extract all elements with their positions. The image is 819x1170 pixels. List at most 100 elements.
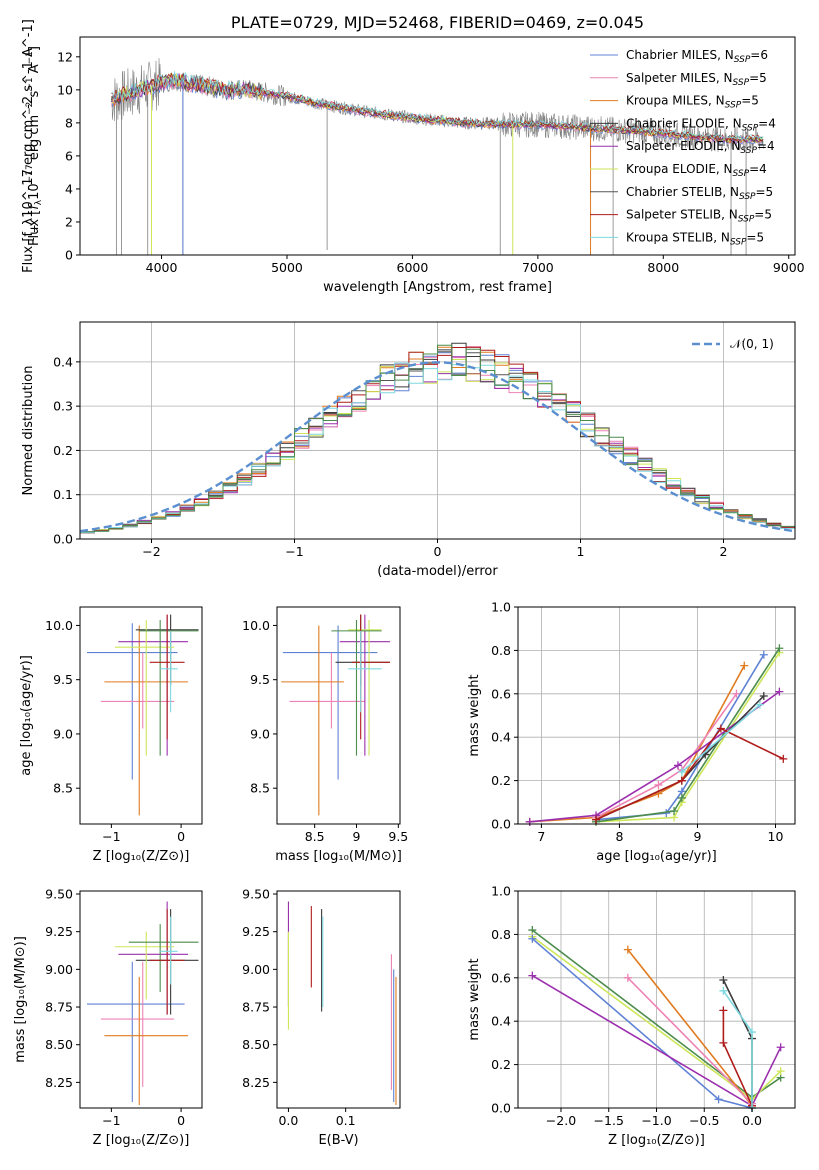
y-tick-label: 8.75 <box>242 1000 270 1015</box>
histogram-series <box>80 344 795 533</box>
data-point <box>776 1067 785 1076</box>
x-axis-label: Z [log₁₀(Z/Z⊙)] <box>608 1133 705 1148</box>
data-point <box>525 817 534 826</box>
y-tick-label: 8.75 <box>45 1000 73 1015</box>
x-axis-label: Z [log₁₀(Z/Z⊙)] <box>93 1133 190 1148</box>
x-tick-label: 7 <box>537 829 545 844</box>
x-tick-label: 10 <box>768 829 784 844</box>
y-tick-label: 9.00 <box>242 962 270 977</box>
y-tick-label: 0.2 <box>491 1057 511 1072</box>
y-tick-label: 9.25 <box>242 924 270 939</box>
weight-series <box>531 938 753 1109</box>
y-tick-label: 0.1 <box>53 487 73 502</box>
y-axis-label: mass weight <box>467 958 482 1040</box>
y-tick-label: 0.8 <box>491 927 511 942</box>
x-tick-label: −1.0 <box>641 1113 671 1128</box>
y-tick-label: 10.0 <box>242 618 270 633</box>
data-point <box>654 780 663 789</box>
data-point <box>716 724 725 733</box>
x-tick-label: 8000 <box>647 260 679 275</box>
data-point <box>677 776 686 785</box>
normal-curve <box>79 361 796 533</box>
data-point <box>673 761 682 770</box>
y-tick-label: 8.25 <box>45 1075 73 1090</box>
y-tick-label: 8.5 <box>250 781 270 796</box>
y-tick-label: 10 <box>57 82 73 97</box>
y-tick-label: 0 <box>65 248 73 263</box>
legend-label: Chabrier MILES, NSSP=6 <box>626 48 768 65</box>
histogram-series <box>80 362 795 534</box>
x-tick-label: −0.5 <box>689 1113 719 1128</box>
x-tick-label: 1 <box>577 544 585 559</box>
legend-label: Salpeter MILES, NSSP=5 <box>626 71 767 88</box>
y-tick-label: 0.0 <box>491 1101 511 1116</box>
y-tick-label: 8 <box>65 115 73 130</box>
data-point <box>528 934 537 943</box>
weight-series <box>595 647 781 823</box>
weight-series <box>681 703 761 773</box>
x-tick-label: −2 <box>142 544 160 559</box>
data-point <box>592 815 601 824</box>
x-tick-label: 6000 <box>397 260 429 275</box>
y-tick-label: 9.00 <box>45 962 73 977</box>
x-tick-label: 9 <box>353 829 361 844</box>
y-tick-label: 8.50 <box>242 1037 270 1052</box>
x-tick-label: 9 <box>693 829 701 844</box>
x-tick-label: −1 <box>285 544 303 559</box>
data-point <box>759 691 768 700</box>
data-point <box>732 689 741 698</box>
x-axis-label: (data-model)/error <box>377 564 498 579</box>
data-point <box>776 1043 785 1052</box>
model-line <box>111 70 764 141</box>
x-tick-label: 9000 <box>773 260 805 275</box>
legend-label: Chabrier STELIB, NSSP=5 <box>626 185 773 202</box>
y-tick-label: 4 <box>65 181 73 196</box>
y-tick-label: 8.5 <box>53 781 73 796</box>
data-point <box>759 650 768 659</box>
data-point <box>623 945 632 954</box>
x-axis-label: wavelength [Angstrom, rest frame] <box>323 280 552 295</box>
y-tick-label: 1.0 <box>491 884 511 899</box>
y-tick-label: 0.8 <box>491 643 511 658</box>
y-tick-label: 9.5 <box>53 672 73 687</box>
x-tick-label: −1 <box>102 1113 120 1128</box>
model-line <box>111 73 764 144</box>
model-line <box>111 72 764 142</box>
x-tick-label: 2 <box>720 544 728 559</box>
legend-label: Kroupa MILES, NSSP=5 <box>626 94 759 111</box>
legend-label: Chabrier ELODIE, NSSP=4 <box>626 116 776 133</box>
y-axis-label: mass [log₁₀(M/M⊙)] <box>13 936 28 1063</box>
data-point <box>719 1038 728 1047</box>
axes-frame <box>79 606 203 825</box>
histogram-series <box>80 346 795 534</box>
axes-frame <box>517 606 796 825</box>
x-tick-label: 9.5 <box>388 829 408 844</box>
x-axis-label: mass [log₁₀(M/M⊙)] <box>275 849 402 864</box>
x-tick-label: 0 <box>177 829 185 844</box>
y-axis-label: Flux [fλ10−17 erg cm−2 s−1 A−1] <box>25 46 44 246</box>
weight-series <box>627 977 753 1105</box>
x-tick-label: 0 <box>177 1113 185 1128</box>
y-tick-label: 2 <box>65 214 73 229</box>
y-axis-label: Flux [f_λ10^-17 erg cm^-2 s^-1 A^-1] <box>21 19 36 273</box>
y-tick-label: 9.25 <box>45 924 73 939</box>
data-point <box>677 793 686 802</box>
y-axis-label: age [log₁₀(age/yr)] <box>19 655 34 776</box>
x-tick-label: 0 <box>434 544 442 559</box>
x-tick-label: −1 <box>102 829 120 844</box>
y-axis-label: Normed distribution <box>21 366 36 496</box>
x-axis-label: E(B-V) <box>318 1133 358 1148</box>
weight-series <box>627 949 753 1107</box>
y-tick-label: 9.50 <box>45 887 73 902</box>
x-axis-label: Z [log₁₀(Z/Z⊙)] <box>93 849 190 864</box>
y-tick-label: 0.6 <box>491 686 511 701</box>
chart-title: PLATE=0729, MJD=52468, FIBERID=0469, z=0… <box>231 13 644 32</box>
y-tick-label: 10.0 <box>45 618 73 633</box>
axes-frame <box>79 36 796 256</box>
y-tick-label: 8.25 <box>242 1075 270 1090</box>
x-tick-label: 0.0 <box>278 1113 298 1128</box>
x-tick-label: −2.0 <box>546 1113 576 1128</box>
x-tick-label: 0.1 <box>336 1113 356 1128</box>
weight-series <box>595 693 738 819</box>
legend-label: Kroupa STELIB, NSSP=5 <box>626 230 764 247</box>
